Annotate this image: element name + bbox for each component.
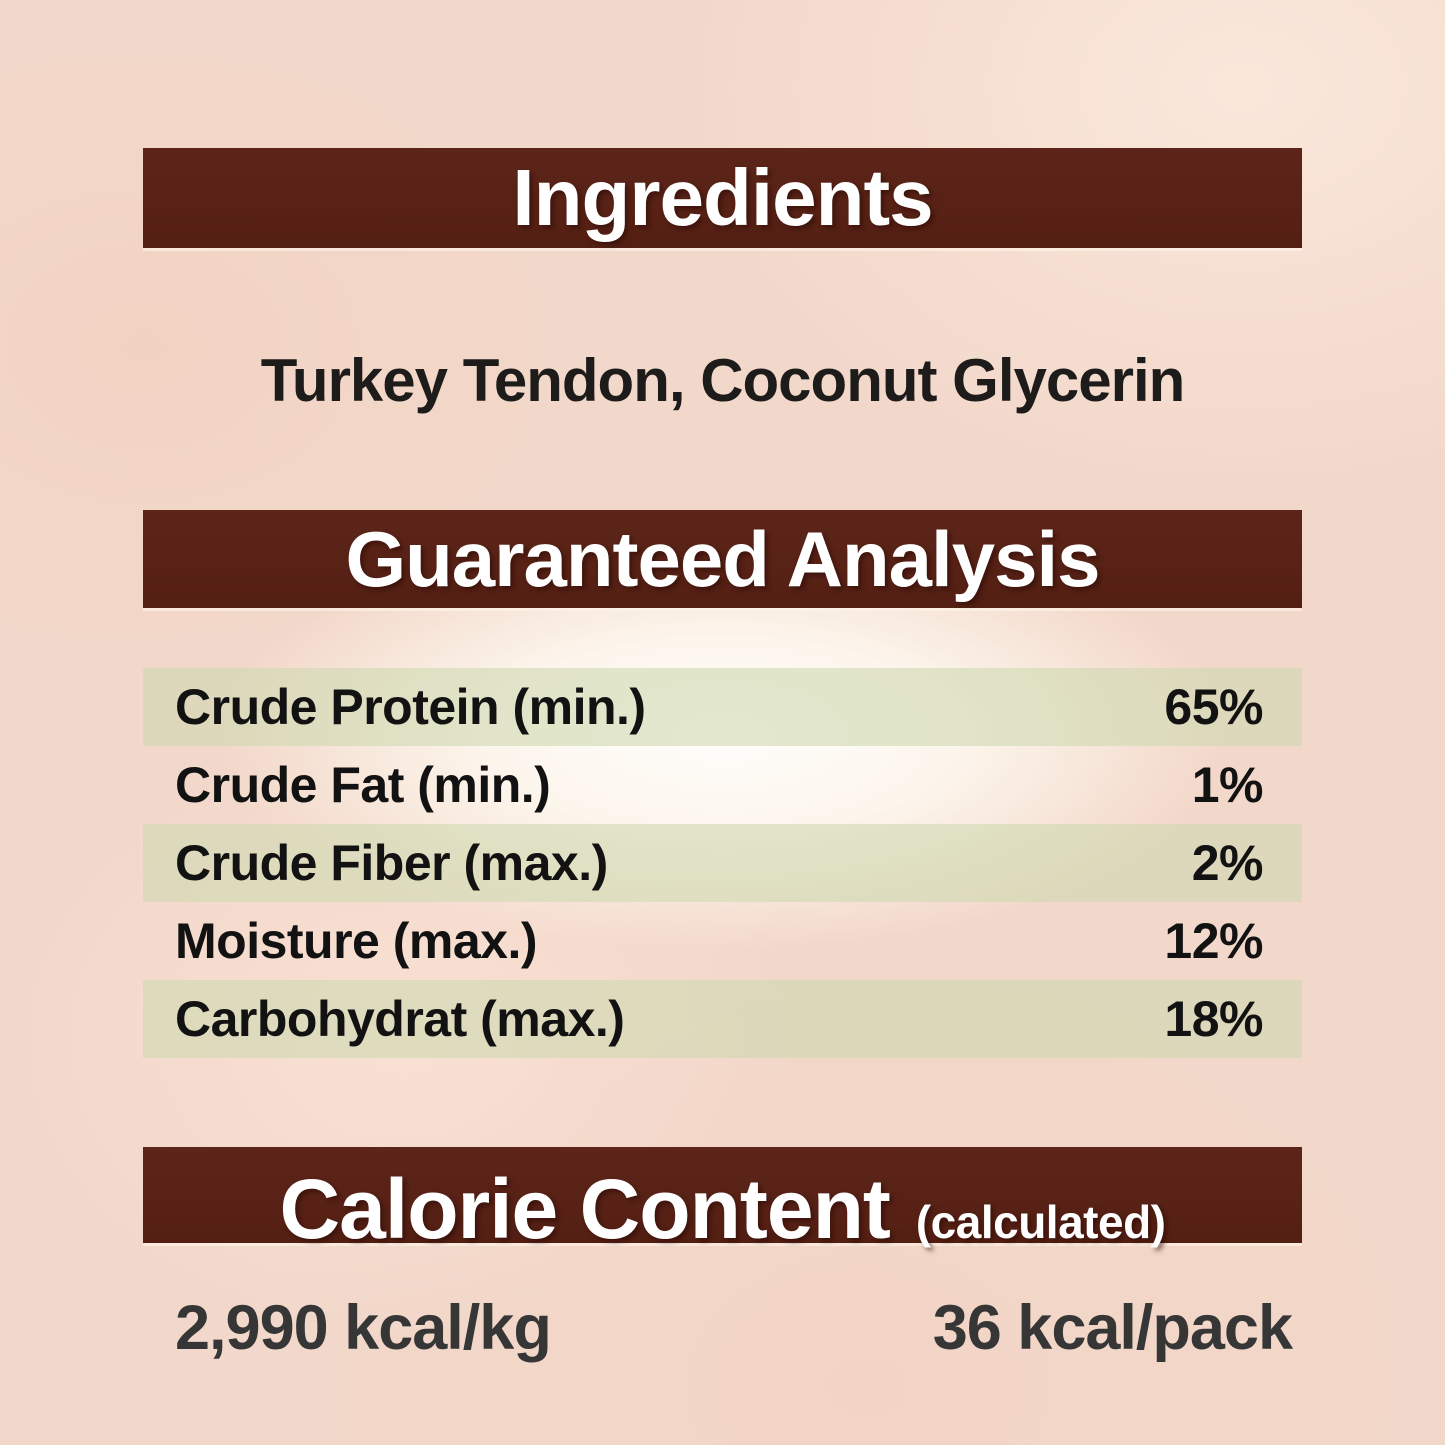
- analysis-value-crude-fat-min: 1%: [1191, 757, 1264, 813]
- analysis-row-crude-fat-min: Crude Fat (min.) 1%: [143, 746, 1302, 824]
- ingredients-list: Turkey Tendon, Coconut Glycerin: [260, 346, 1186, 414]
- analysis-row-carbohydrat-max: Carbohydrat (max.) 18%: [143, 980, 1302, 1058]
- analysis-label-crude-fat-min: Crude Fat (min.): [175, 757, 551, 813]
- analysis-row-crude-protein-min: Crude Protein (min.) 65%: [143, 668, 1302, 746]
- analysis-label-crude-protein-min: Crude Protein (min.): [175, 679, 646, 735]
- calorie-content-header-bar: Calorie Content (calculated): [143, 1147, 1302, 1256]
- kcal-per-pack-value: 36 kcal/pack: [932, 1293, 1293, 1363]
- analysis-label-carbohydrat-max: Carbohydrat (max.): [175, 991, 625, 1047]
- guaranteed-analysis-title: Guaranteed Analysis: [345, 514, 1100, 603]
- guaranteed-analysis-header-bar: Guaranteed Analysis: [143, 510, 1302, 608]
- analysis-value-carbohydrat-max: 18%: [1164, 991, 1263, 1047]
- analysis-value-crude-fiber-max: 2%: [1191, 835, 1264, 891]
- analysis-label-crude-fiber-max: Crude Fiber (max.): [175, 835, 608, 891]
- ingredients-title: Ingredients: [512, 153, 933, 242]
- analysis-value-crude-protein-min: 65%: [1164, 679, 1263, 735]
- ingredients-header-bar: Ingredients: [143, 148, 1302, 248]
- calorie-content-title: Calorie Content: [279, 1162, 890, 1256]
- analysis-value-moisture-max: 12%: [1164, 913, 1263, 969]
- analysis-row-crude-fiber-max: Crude Fiber (max.) 2%: [143, 824, 1302, 902]
- guaranteed-analysis-table: Crude Protein (min.) 65% Crude Fat (min.) 1…: [143, 668, 1302, 1058]
- calorie-values-row: 2,990 kcal/kg 36 kcal/pack: [143, 1283, 1302, 1373]
- kcal-per-kg-value: 2,990 kcal/kg: [175, 1293, 552, 1363]
- calorie-content-subtitle: (calculated): [915, 1196, 1166, 1248]
- analysis-row-moisture-max: Moisture (max.) 12%: [143, 902, 1302, 980]
- analysis-label-moisture-max: Moisture (max.): [175, 913, 538, 969]
